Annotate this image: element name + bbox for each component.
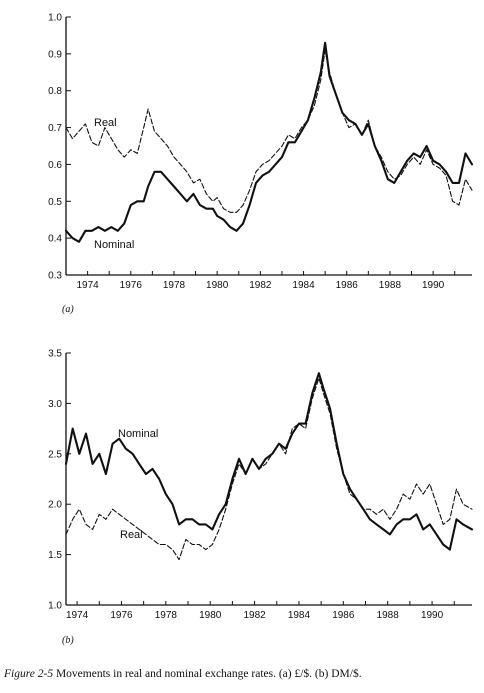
x-tick-label: 1978 [155,610,178,621]
y-tick-label: 0.3 [48,271,62,282]
x-tick-label: 1980 [206,280,229,291]
panel-b: 1.01.52.02.53.03.5 1974 1976 1978 1980 1982 1… [48,349,474,646]
x-tick-label: 1982 [243,610,266,621]
panel-b-series-nominal-line [64,372,474,551]
y-tick-label: 1.0 [48,13,62,24]
caption-text: Movements in real and nominal exchange r… [55,668,362,680]
caption-figure-number: Figure 2-5 [4,668,54,680]
y-tick-label: 0.9 [48,49,62,60]
panel-a-label: (a) [62,304,74,315]
x-tick-label: 1986 [332,610,355,621]
panel-a-x-ticks: 1974 1976 1978 1980 1982 1984 1986 1988 1990 [65,271,456,291]
panel-b-label: (b) [62,635,74,646]
panel-b-real-label: Real [120,529,143,541]
x-tick-label: 1974 [66,610,89,621]
panel-a-y-ticks: 0.3 0.4 0.5 0.6 0.7 0.8 0.9 1.0 [48,13,71,282]
x-tick-label: 1990 [421,610,444,621]
x-tick-label: 1974 [76,280,99,291]
y-tick-label: 0.8 [48,86,62,97]
panel-a-axes [65,17,472,276]
y-tick-label: 3.5 [48,349,62,360]
panel-a-series-real-line [65,49,473,213]
panel-a-real-label: Real [94,117,117,129]
x-tick-label: 1984 [288,610,311,621]
x-tick-label: 1986 [336,280,359,291]
x-tick-label: 1976 [110,610,133,621]
panel-a-series [64,41,474,243]
figure-caption: Figure 2-5 Movements in real and nominal… [4,668,482,680]
y-tick-label: 0.7 [48,123,62,134]
y-tick-label: 2.5 [48,449,62,460]
panel-b-y-ticks: 1.0 1.5 2.0 2.5 3.0 3.5 [48,349,71,612]
y-tick-label: 3.0 [48,399,62,410]
panel-a: 0.3 0.4 0.5 0.6 0.7 0.8 0.9 1.0 1974 1976 1978 198… [48,13,474,315]
panel-a-series-nominal-line [64,41,474,243]
x-tick-label: 1990 [422,280,445,291]
y-tick-label: 0.5 [48,197,62,208]
x-tick-label: 1984 [292,280,315,291]
panel-b-nominal-label: Nominal [118,428,158,440]
panel-b-series [64,372,474,561]
x-tick-label: 1976 [120,280,143,291]
panel-b-series-real-line [65,377,473,561]
x-tick-label: 1980 [199,610,222,621]
panel-b-axes [65,353,472,606]
x-tick-label: 1978 [163,280,186,291]
x-tick-label: 1988 [379,280,402,291]
panel-a-nominal-label: Nominal [94,239,134,251]
y-tick-label: 1.0 [48,601,62,612]
y-tick-label: 0.6 [48,160,62,171]
y-tick-label: 1.5 [48,550,62,561]
panel-b-x-ticks: 1974 1976 1978 1980 1982 1984 1986 1988 1990 [66,601,455,621]
x-tick-label: 1982 [249,280,272,291]
y-tick-label: 2.0 [48,500,62,511]
x-tick-label: 1988 [377,610,400,621]
y-tick-label: 0.4 [48,234,62,245]
